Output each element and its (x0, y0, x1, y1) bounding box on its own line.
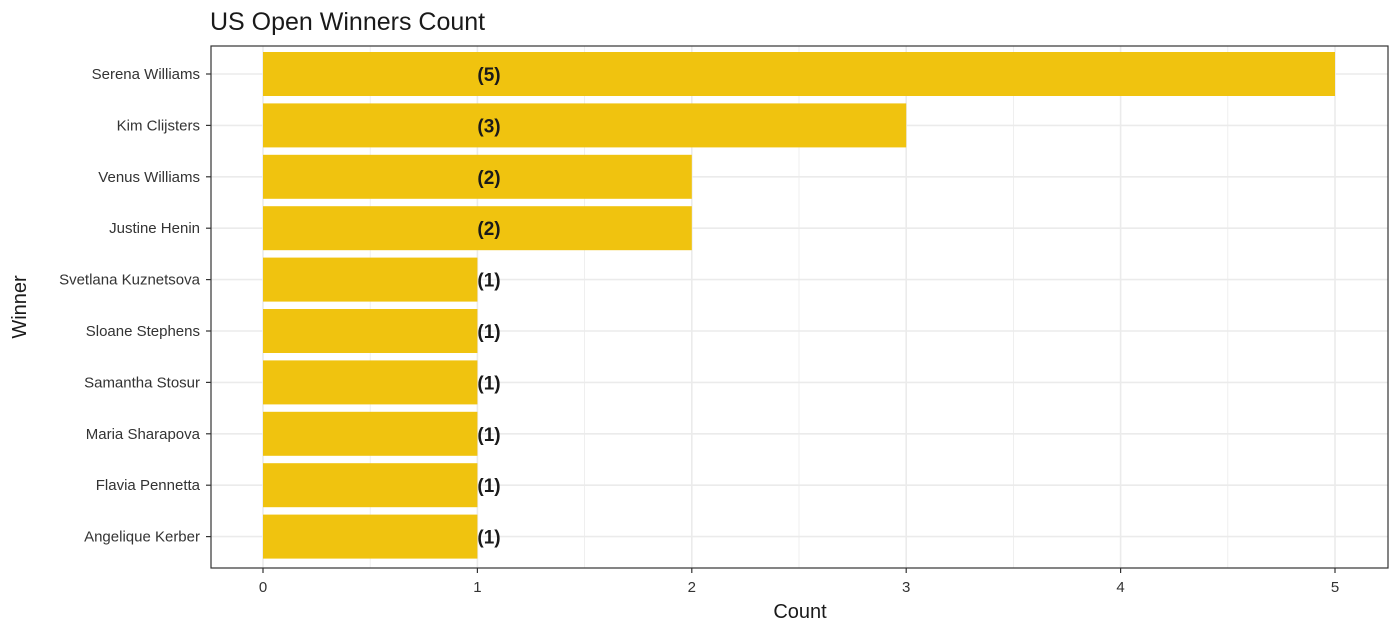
y-tick-label: Venus Williams (98, 169, 200, 186)
data-label: (2) (477, 168, 500, 189)
y-tick-label: Kim Clijsters (117, 117, 200, 134)
data-label-layer: (5) (3) (2) (2) (1) (1) (1) (1) (1) (1) (477, 65, 500, 549)
y-tick-label: Angelique Kerber (84, 529, 200, 546)
data-label: (5) (477, 65, 500, 86)
data-label: (3) (477, 116, 500, 137)
data-label: (1) (477, 476, 500, 497)
bar (263, 206, 692, 251)
panel-border (210, 45, 1389, 569)
y-tick-label: Samantha Stosur (84, 374, 200, 391)
y-tick-label: Svetlana Kuznetsova (59, 272, 201, 289)
bar (263, 154, 692, 199)
y-tick-label: Sloane Stephens (86, 323, 200, 340)
x-tick-label: 2 (688, 579, 696, 596)
bar (263, 411, 478, 456)
x-tick-label: 3 (902, 579, 910, 596)
bar (263, 257, 478, 302)
bar (263, 514, 478, 559)
x-axis: 0 1 2 3 4 5 (259, 568, 1339, 596)
bar (263, 360, 478, 405)
data-label: (1) (477, 373, 500, 394)
x-tick-label: 5 (1331, 579, 1339, 596)
y-tick-label: Maria Sharapova (86, 426, 201, 443)
chart-title: US Open Winners Count (210, 8, 485, 36)
data-label: (1) (477, 271, 500, 292)
bar (263, 103, 907, 148)
data-label: (2) (477, 219, 500, 240)
y-axis: Serena Williams Kim Clijsters Venus Willia… (59, 66, 211, 546)
bar (263, 309, 478, 353)
data-label: (1) (477, 322, 500, 343)
x-tick-label: 1 (473, 579, 481, 596)
x-tick-label: 4 (1116, 579, 1124, 596)
data-label: (1) (477, 425, 500, 446)
x-axis-title: Count (773, 601, 827, 623)
y-axis-title: Winner (9, 275, 31, 339)
x-tick-label: 0 (259, 579, 267, 596)
y-tick-label: Justine Henin (109, 220, 200, 237)
data-label: (1) (477, 528, 500, 549)
y-tick-label: Flavia Pennetta (96, 477, 201, 494)
bar (263, 463, 478, 508)
bar-layer (263, 52, 1335, 559)
y-tick-label: Serena Williams (92, 66, 200, 83)
bar (263, 52, 1335, 96)
